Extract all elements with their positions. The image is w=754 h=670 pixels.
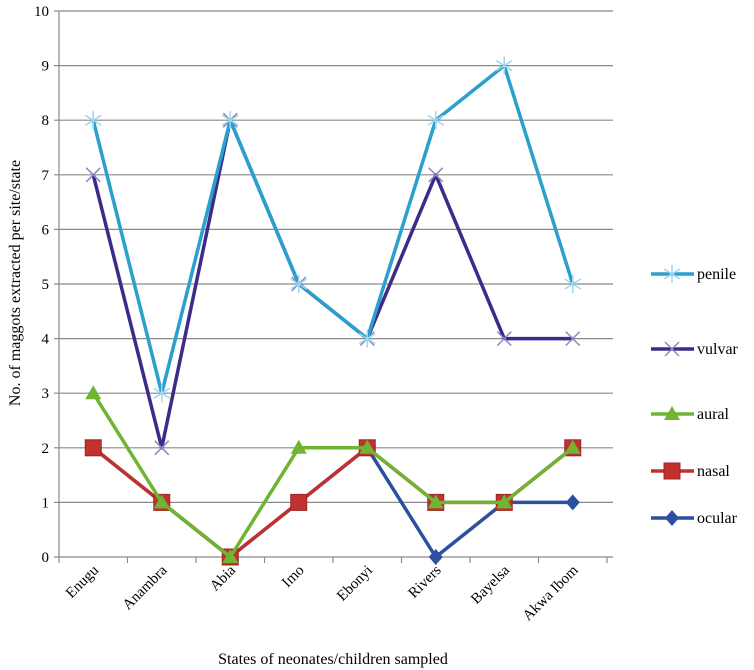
marker-square <box>84 439 102 457</box>
marker-x <box>154 440 170 456</box>
x-tick-label: Rivers <box>406 562 445 601</box>
marker-triangle <box>496 494 513 509</box>
marker-x <box>85 167 101 183</box>
x-tick-label: Akwa Ibom <box>520 562 582 624</box>
marker-triangle <box>427 494 444 509</box>
marker-triangle <box>664 406 680 420</box>
x-tick-label: Imo <box>279 563 307 591</box>
marker-triangle <box>564 439 581 454</box>
marker-asterisk <box>221 114 239 126</box>
legend-label: aural <box>697 406 730 423</box>
y-tick-label: 4 <box>42 332 50 348</box>
x-tick-label: Anambra <box>120 562 171 613</box>
x-tick-label: Abia <box>207 562 239 594</box>
legend-item-ocular: ocular <box>651 510 738 527</box>
y-tick-label: 10 <box>34 4 49 20</box>
marker-asterisk <box>290 278 308 290</box>
series-line-aural <box>91 392 574 559</box>
marker-x <box>496 331 512 347</box>
legend-item-nasal: nasal <box>651 462 730 480</box>
marker-asterisk <box>153 387 171 399</box>
marker-x <box>664 341 680 357</box>
y-tick-label: 9 <box>42 59 50 75</box>
series-aural <box>85 385 581 563</box>
legend-label: ocular <box>697 510 738 527</box>
marker-triangle <box>359 439 376 454</box>
marker-asterisk <box>564 278 582 290</box>
marker-square <box>290 493 308 511</box>
legend-item-penile: penile <box>651 265 736 283</box>
y-tick-label: 0 <box>42 550 50 566</box>
series-penile <box>84 56 582 403</box>
series-line-penile <box>91 63 575 395</box>
marker-diamond <box>428 549 443 565</box>
x-tick-label: Ebonyi <box>334 563 376 605</box>
marker-asterisk <box>495 59 513 72</box>
y-tick-label: 5 <box>42 277 50 293</box>
marker-diamond <box>565 494 580 511</box>
y-tick-label: 1 <box>42 495 50 511</box>
legend-item-aural: aural <box>651 406 730 423</box>
marker-asterisk <box>358 332 376 345</box>
marker-triangle <box>290 439 307 454</box>
y-axis-label: No. of maggots extracted per site/state <box>7 160 24 406</box>
marker-asterisk <box>84 114 102 126</box>
y-tick-label: 3 <box>42 386 50 402</box>
x-tick-label: Enugu <box>63 562 102 601</box>
marker-triangle <box>222 549 239 563</box>
y-tick-label: 7 <box>42 168 50 184</box>
legend-label: nasal <box>697 463 730 480</box>
y-tick-label: 2 <box>42 441 50 457</box>
marker-x <box>428 167 444 183</box>
marker-x <box>565 331 581 347</box>
x-axis-label: States of neonates/children sampled <box>218 651 448 668</box>
legend-label: vulvar <box>697 341 739 358</box>
y-tick-label: 8 <box>42 113 50 129</box>
marker-triangle <box>85 385 102 400</box>
marker-asterisk <box>663 268 681 280</box>
marker-square <box>663 462 681 480</box>
x-tick-label: Bayelsa <box>468 562 513 607</box>
y-tick-label: 6 <box>42 222 50 238</box>
marker-triangle <box>153 494 170 509</box>
marker-asterisk <box>427 114 445 126</box>
legend-label: penile <box>697 266 736 283</box>
legend-item-vulvar: vulvar <box>651 341 739 358</box>
marker-diamond <box>665 510 679 526</box>
